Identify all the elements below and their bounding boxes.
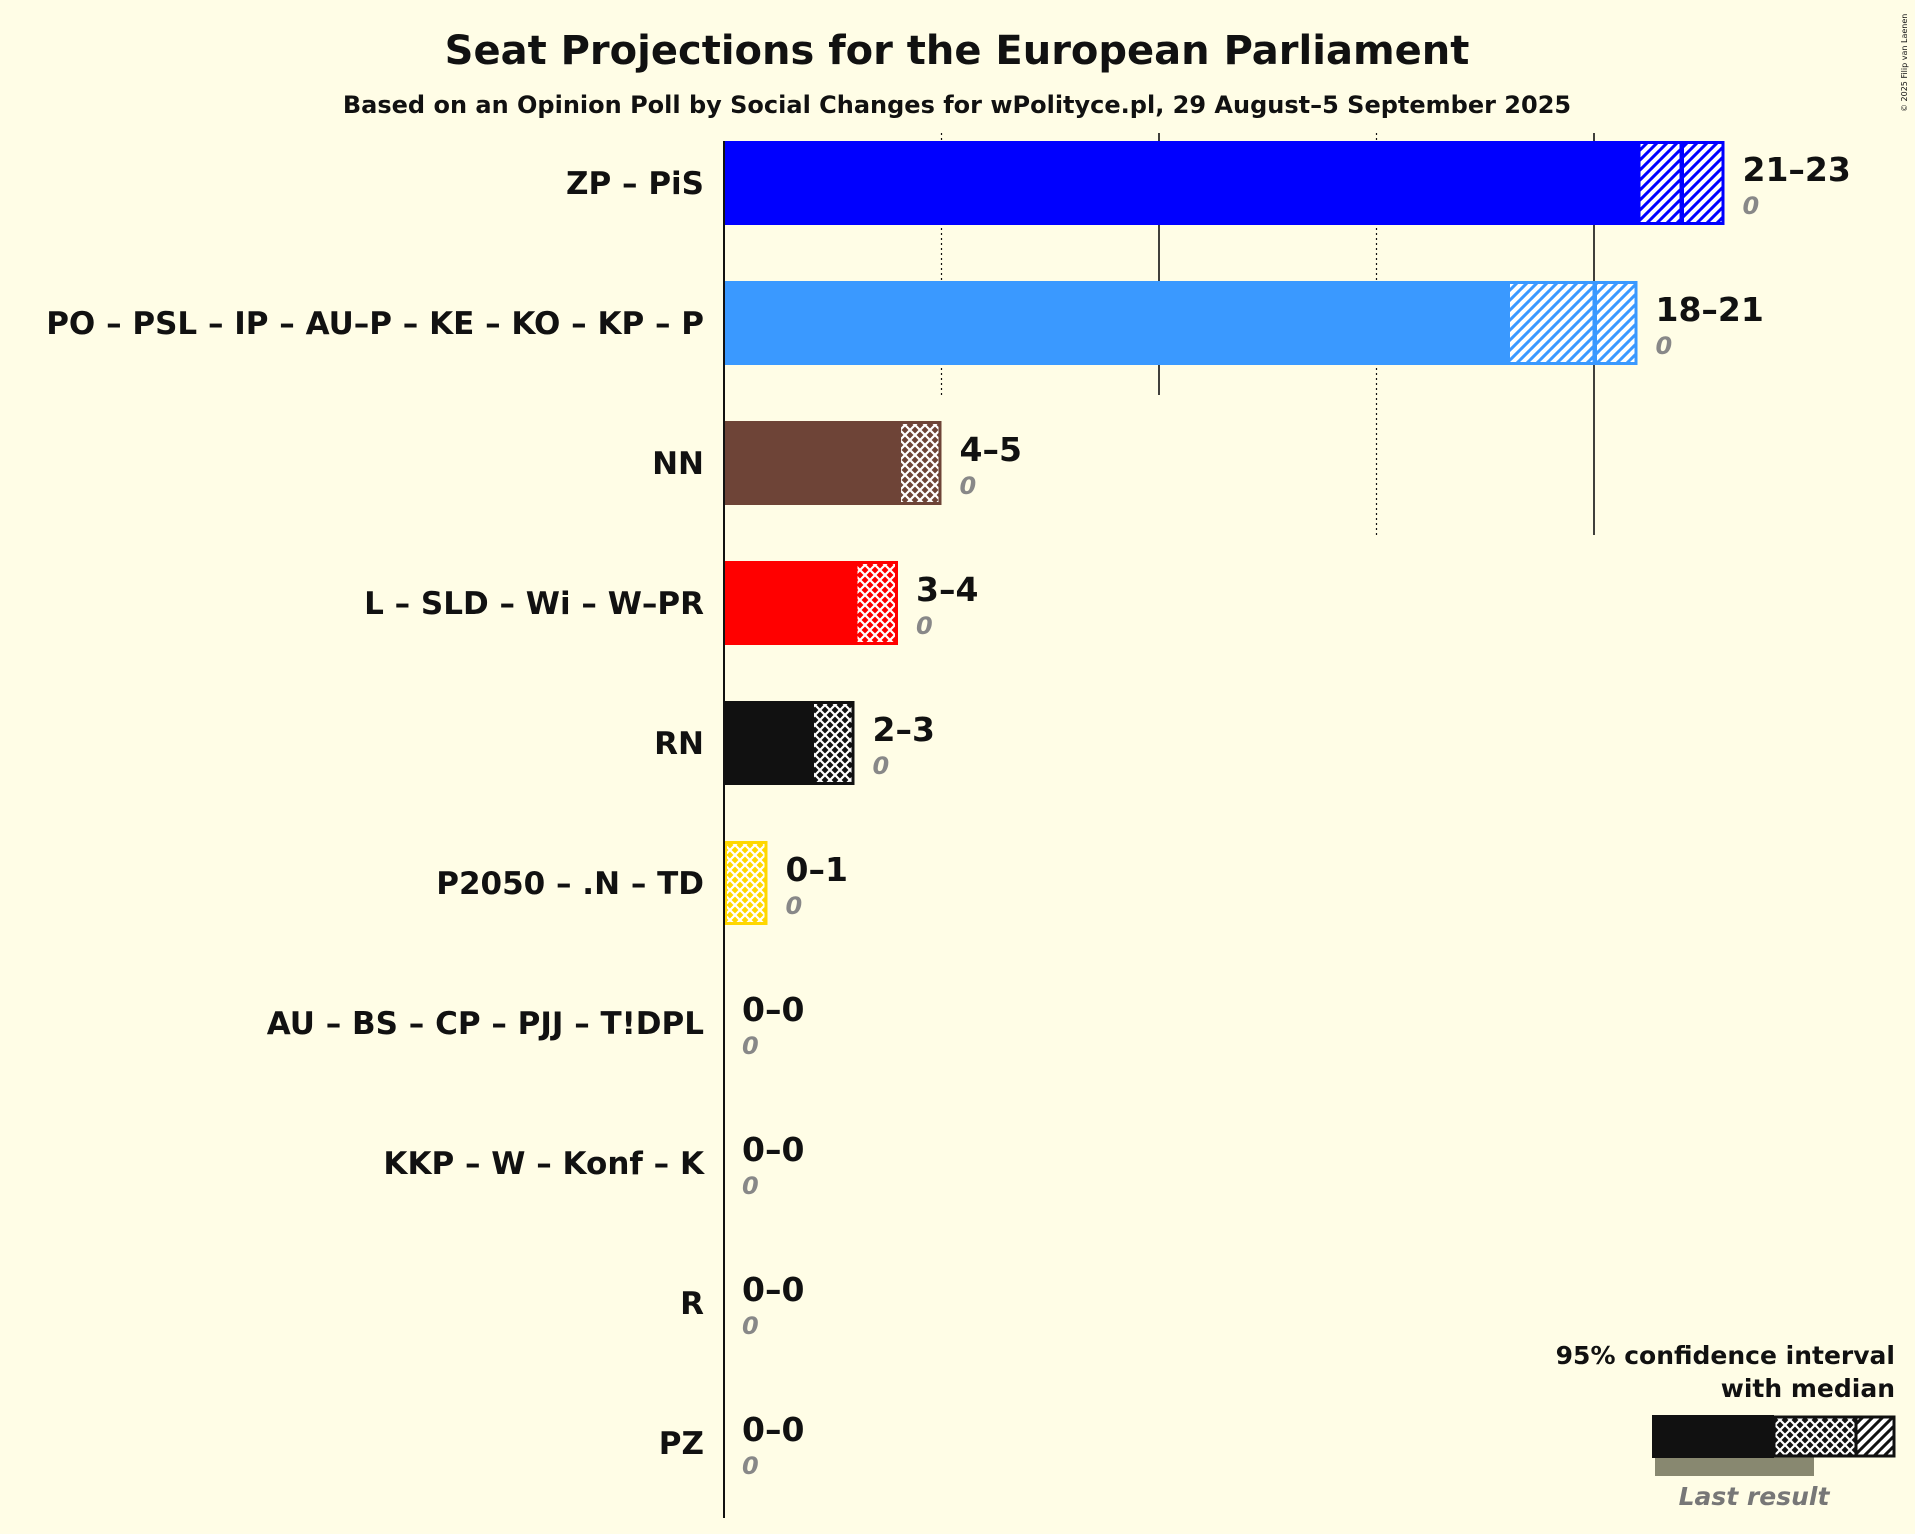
legend-ci-solid — [1652, 1415, 1774, 1458]
last-result-label: 0 — [742, 1032, 759, 1060]
party-label: RN — [654, 726, 704, 762]
chart-subtitle: Based on an Opinion Poll by Social Chang… — [343, 91, 1571, 119]
bar-solid — [724, 141, 1638, 225]
bar-ci-lower — [1637, 141, 1683, 225]
bar-ci-upper — [811, 701, 855, 785]
party-label: AU – BS – CP – PJJ – T!DPL — [267, 1006, 704, 1042]
labels-layer: ZP – PiS 21–23 0 PO – PSL – IP – AU–P – KE … — [46, 150, 1851, 1480]
bar-group-2 — [724, 421, 942, 505]
bar-solid — [724, 701, 811, 785]
bar-solid — [724, 421, 898, 505]
party-label: PO – PSL – IP – AU–P – KE – KO – KP – P — [46, 306, 704, 342]
range-label: 21–23 — [1743, 150, 1851, 189]
bar-ci-upper — [1594, 281, 1638, 365]
last-result-label: 0 — [742, 1452, 759, 1480]
bar-group-1 — [724, 281, 1638, 365]
party-label: KKP – W – Konf – K — [383, 1146, 705, 1182]
last-result-label: 0 — [960, 472, 977, 500]
bar-solid — [724, 561, 855, 645]
range-label: 0–0 — [742, 1410, 804, 1449]
bar-group-5 — [724, 841, 768, 925]
bar-ci-upper — [854, 561, 898, 645]
range-label: 18–21 — [1656, 290, 1764, 329]
legend-last-result-label: Last result — [1679, 1482, 1831, 1511]
range-label: 0–0 — [742, 1270, 804, 1309]
legend-line-1: 95% confidence interval — [1556, 1341, 1895, 1370]
party-label: R — [680, 1286, 704, 1322]
bars-layer — [724, 141, 1725, 925]
last-result-label: 0 — [742, 1312, 759, 1340]
legend-ci-crosshatch — [1772, 1415, 1858, 1458]
party-label: PZ — [659, 1426, 704, 1462]
last-result-label: 0 — [1743, 192, 1760, 220]
last-result-label: 0 — [916, 612, 933, 640]
last-result-label: 0 — [786, 892, 803, 920]
range-label: 2–3 — [873, 710, 935, 749]
legend: 95% confidence interval with median Last… — [1556, 1341, 1896, 1511]
party-label: L – SLD – Wi – W–PR — [364, 586, 704, 622]
bar-ci-upper — [1681, 141, 1725, 225]
last-result-label: 0 — [1656, 332, 1673, 360]
party-label: P2050 – .N – TD — [436, 866, 704, 902]
bar-ci-upper — [898, 421, 942, 505]
legend-ci-hatch — [1854, 1415, 1896, 1458]
bar-ci-lower — [1507, 281, 1596, 365]
last-result-label: 0 — [742, 1172, 759, 1200]
range-label: 4–5 — [960, 430, 1022, 469]
last-result-label: 0 — [873, 752, 890, 780]
range-label: 0–1 — [786, 850, 848, 889]
bar-solid — [724, 281, 1507, 365]
bar-group-0 — [724, 141, 1725, 225]
bar-group-4 — [724, 701, 855, 785]
range-label: 0–0 — [742, 1130, 804, 1169]
range-label: 0–0 — [742, 990, 804, 1029]
chart-title: Seat Projections for the European Parlia… — [445, 28, 1470, 74]
legend-line-2: with median — [1721, 1374, 1895, 1403]
party-label: ZP – PiS — [566, 166, 704, 202]
bar-group-3 — [724, 561, 898, 645]
bar-ci-upper — [724, 841, 768, 925]
party-label: NN — [652, 446, 704, 482]
range-label: 3–4 — [916, 570, 978, 609]
copyright-notice: © 2025 Filip van Laenen — [1900, 14, 1909, 112]
